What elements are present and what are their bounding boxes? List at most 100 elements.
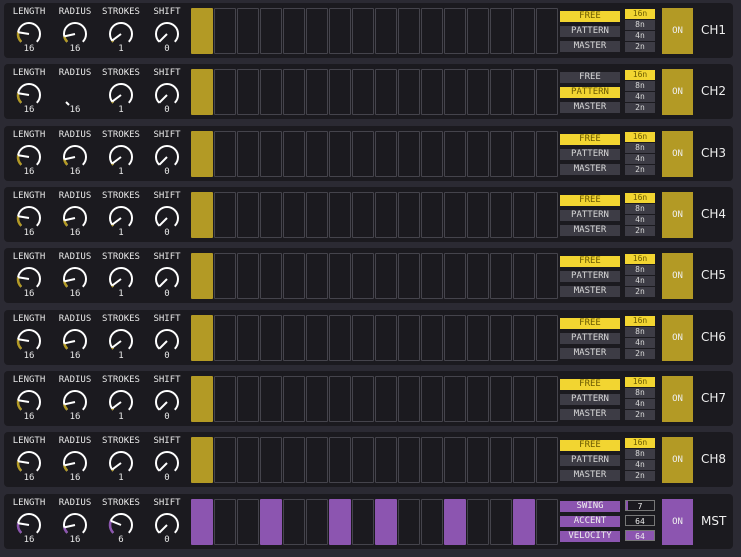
- step-cell[interactable]: [214, 437, 236, 484]
- knob-dial[interactable]: [152, 80, 182, 110]
- step-cell[interactable]: [352, 499, 374, 545]
- mode-button-master[interactable]: MASTER: [560, 41, 620, 52]
- knob-strokes[interactable]: STROKES 1: [98, 7, 144, 57]
- rate-button-8n[interactable]: 8n: [625, 81, 655, 92]
- rate-button-4n[interactable]: 4n: [625, 460, 655, 471]
- mode-button-pattern[interactable]: PATTERN: [560, 455, 620, 467]
- knob-strokes[interactable]: STROKES 1: [98, 436, 144, 486]
- step-cell[interactable]: [329, 130, 351, 177]
- step-cell[interactable]: [237, 375, 259, 422]
- step-cell[interactable]: [329, 8, 351, 54]
- step-cell[interactable]: [214, 130, 236, 177]
- mode-button-pattern[interactable]: PATTERN: [560, 271, 620, 283]
- rate-button-4n[interactable]: 4n: [625, 214, 655, 225]
- knob-length[interactable]: LENGTH 16: [6, 436, 52, 486]
- step-cell[interactable]: [375, 253, 397, 300]
- knob-dial[interactable]: [60, 510, 90, 540]
- step-cell[interactable]: [191, 314, 213, 361]
- rate-button-2n[interactable]: 2n: [625, 409, 655, 420]
- knob-strokes[interactable]: STROKES 1: [98, 130, 144, 180]
- step-cell[interactable]: [490, 499, 512, 545]
- mode-button-pattern[interactable]: PATTERN: [560, 26, 620, 37]
- step-cell[interactable]: [352, 314, 374, 361]
- rate-button-8n[interactable]: 8n: [625, 265, 655, 276]
- step-cell[interactable]: [214, 191, 236, 238]
- step-cell[interactable]: [237, 8, 259, 54]
- step-cell[interactable]: [214, 69, 236, 116]
- knob-dial[interactable]: [152, 448, 182, 478]
- param-value-swing[interactable]: 7: [625, 500, 655, 511]
- step-cell[interactable]: [398, 314, 420, 361]
- step-cell[interactable]: [513, 437, 535, 484]
- step-cell[interactable]: [467, 375, 489, 422]
- step-cell[interactable]: [467, 253, 489, 300]
- step-cell[interactable]: [467, 130, 489, 177]
- step-cell[interactable]: [513, 375, 535, 422]
- knob-strokes[interactable]: STROKES 1: [98, 68, 144, 118]
- knob-dial[interactable]: [152, 203, 182, 233]
- rate-button-8n[interactable]: 8n: [625, 20, 655, 30]
- rate-button-16n[interactable]: 16n: [625, 438, 655, 449]
- step-cell[interactable]: [283, 314, 305, 361]
- knob-radius[interactable]: RADIUS 16: [52, 252, 98, 302]
- step-cell[interactable]: [375, 69, 397, 116]
- step-cell[interactable]: [352, 191, 374, 238]
- rate-button-4n[interactable]: 4n: [625, 153, 655, 164]
- mode-button-free[interactable]: FREE: [560, 317, 620, 329]
- rate-button-16n[interactable]: 16n: [625, 9, 655, 19]
- step-cell[interactable]: [398, 499, 420, 545]
- step-cell[interactable]: [191, 499, 213, 545]
- step-cell[interactable]: [398, 253, 420, 300]
- step-cell[interactable]: [421, 314, 443, 361]
- rate-button-4n[interactable]: 4n: [625, 276, 655, 287]
- step-cell[interactable]: [467, 191, 489, 238]
- step-cell[interactable]: [421, 437, 443, 484]
- step-cell[interactable]: [536, 130, 558, 177]
- knob-dial[interactable]: [60, 142, 90, 172]
- knob-dial[interactable]: [152, 387, 182, 417]
- knob-radius[interactable]: RADIUS 16: [52, 498, 98, 548]
- step-cell[interactable]: [536, 437, 558, 484]
- knob-dial[interactable]: [14, 203, 44, 233]
- knob-dial[interactable]: [152, 19, 182, 49]
- step-cell[interactable]: [444, 130, 466, 177]
- step-cell[interactable]: [513, 130, 535, 177]
- knob-shift[interactable]: SHIFT 0: [144, 436, 190, 486]
- knob-radius[interactable]: RADIUS 16: [52, 130, 98, 180]
- mode-button-master[interactable]: MASTER: [560, 102, 620, 114]
- knob-dial[interactable]: [106, 142, 136, 172]
- knob-dial[interactable]: [14, 19, 44, 49]
- knob-radius[interactable]: RADIUS 16: [52, 191, 98, 241]
- knob-length[interactable]: LENGTH 16: [6, 375, 52, 425]
- step-cell[interactable]: [260, 8, 282, 54]
- rate-button-2n[interactable]: 2n: [625, 225, 655, 236]
- step-cell[interactable]: [421, 8, 443, 54]
- mode-button-free[interactable]: FREE: [560, 72, 620, 84]
- rate-button-8n[interactable]: 8n: [625, 387, 655, 398]
- knob-dial[interactable]: [152, 510, 182, 540]
- step-cell[interactable]: [490, 375, 512, 422]
- knob-dial[interactable]: [60, 19, 90, 49]
- on-button[interactable]: ON: [662, 499, 693, 545]
- step-cell[interactable]: [375, 437, 397, 484]
- rate-button-2n[interactable]: 2n: [625, 103, 655, 114]
- step-cell[interactable]: [329, 375, 351, 422]
- rate-button-16n[interactable]: 16n: [625, 376, 655, 387]
- step-cell[interactable]: [444, 499, 466, 545]
- step-cell[interactable]: [237, 69, 259, 116]
- knob-dial[interactable]: [14, 510, 44, 540]
- mode-button-free[interactable]: FREE: [560, 440, 620, 452]
- on-button[interactable]: ON: [662, 8, 693, 54]
- step-cell[interactable]: [352, 375, 374, 422]
- mode-button-free[interactable]: FREE: [560, 11, 620, 22]
- knob-radius[interactable]: RADIUS 16: [52, 68, 98, 118]
- step-cell[interactable]: [283, 437, 305, 484]
- mode-button-pattern[interactable]: PATTERN: [560, 87, 620, 99]
- rate-button-4n[interactable]: 4n: [625, 31, 655, 41]
- step-cell[interactable]: [444, 191, 466, 238]
- step-cell[interactable]: [444, 437, 466, 484]
- step-cell[interactable]: [490, 191, 512, 238]
- step-cell[interactable]: [329, 191, 351, 238]
- step-cell[interactable]: [352, 69, 374, 116]
- rate-button-8n[interactable]: 8n: [625, 203, 655, 214]
